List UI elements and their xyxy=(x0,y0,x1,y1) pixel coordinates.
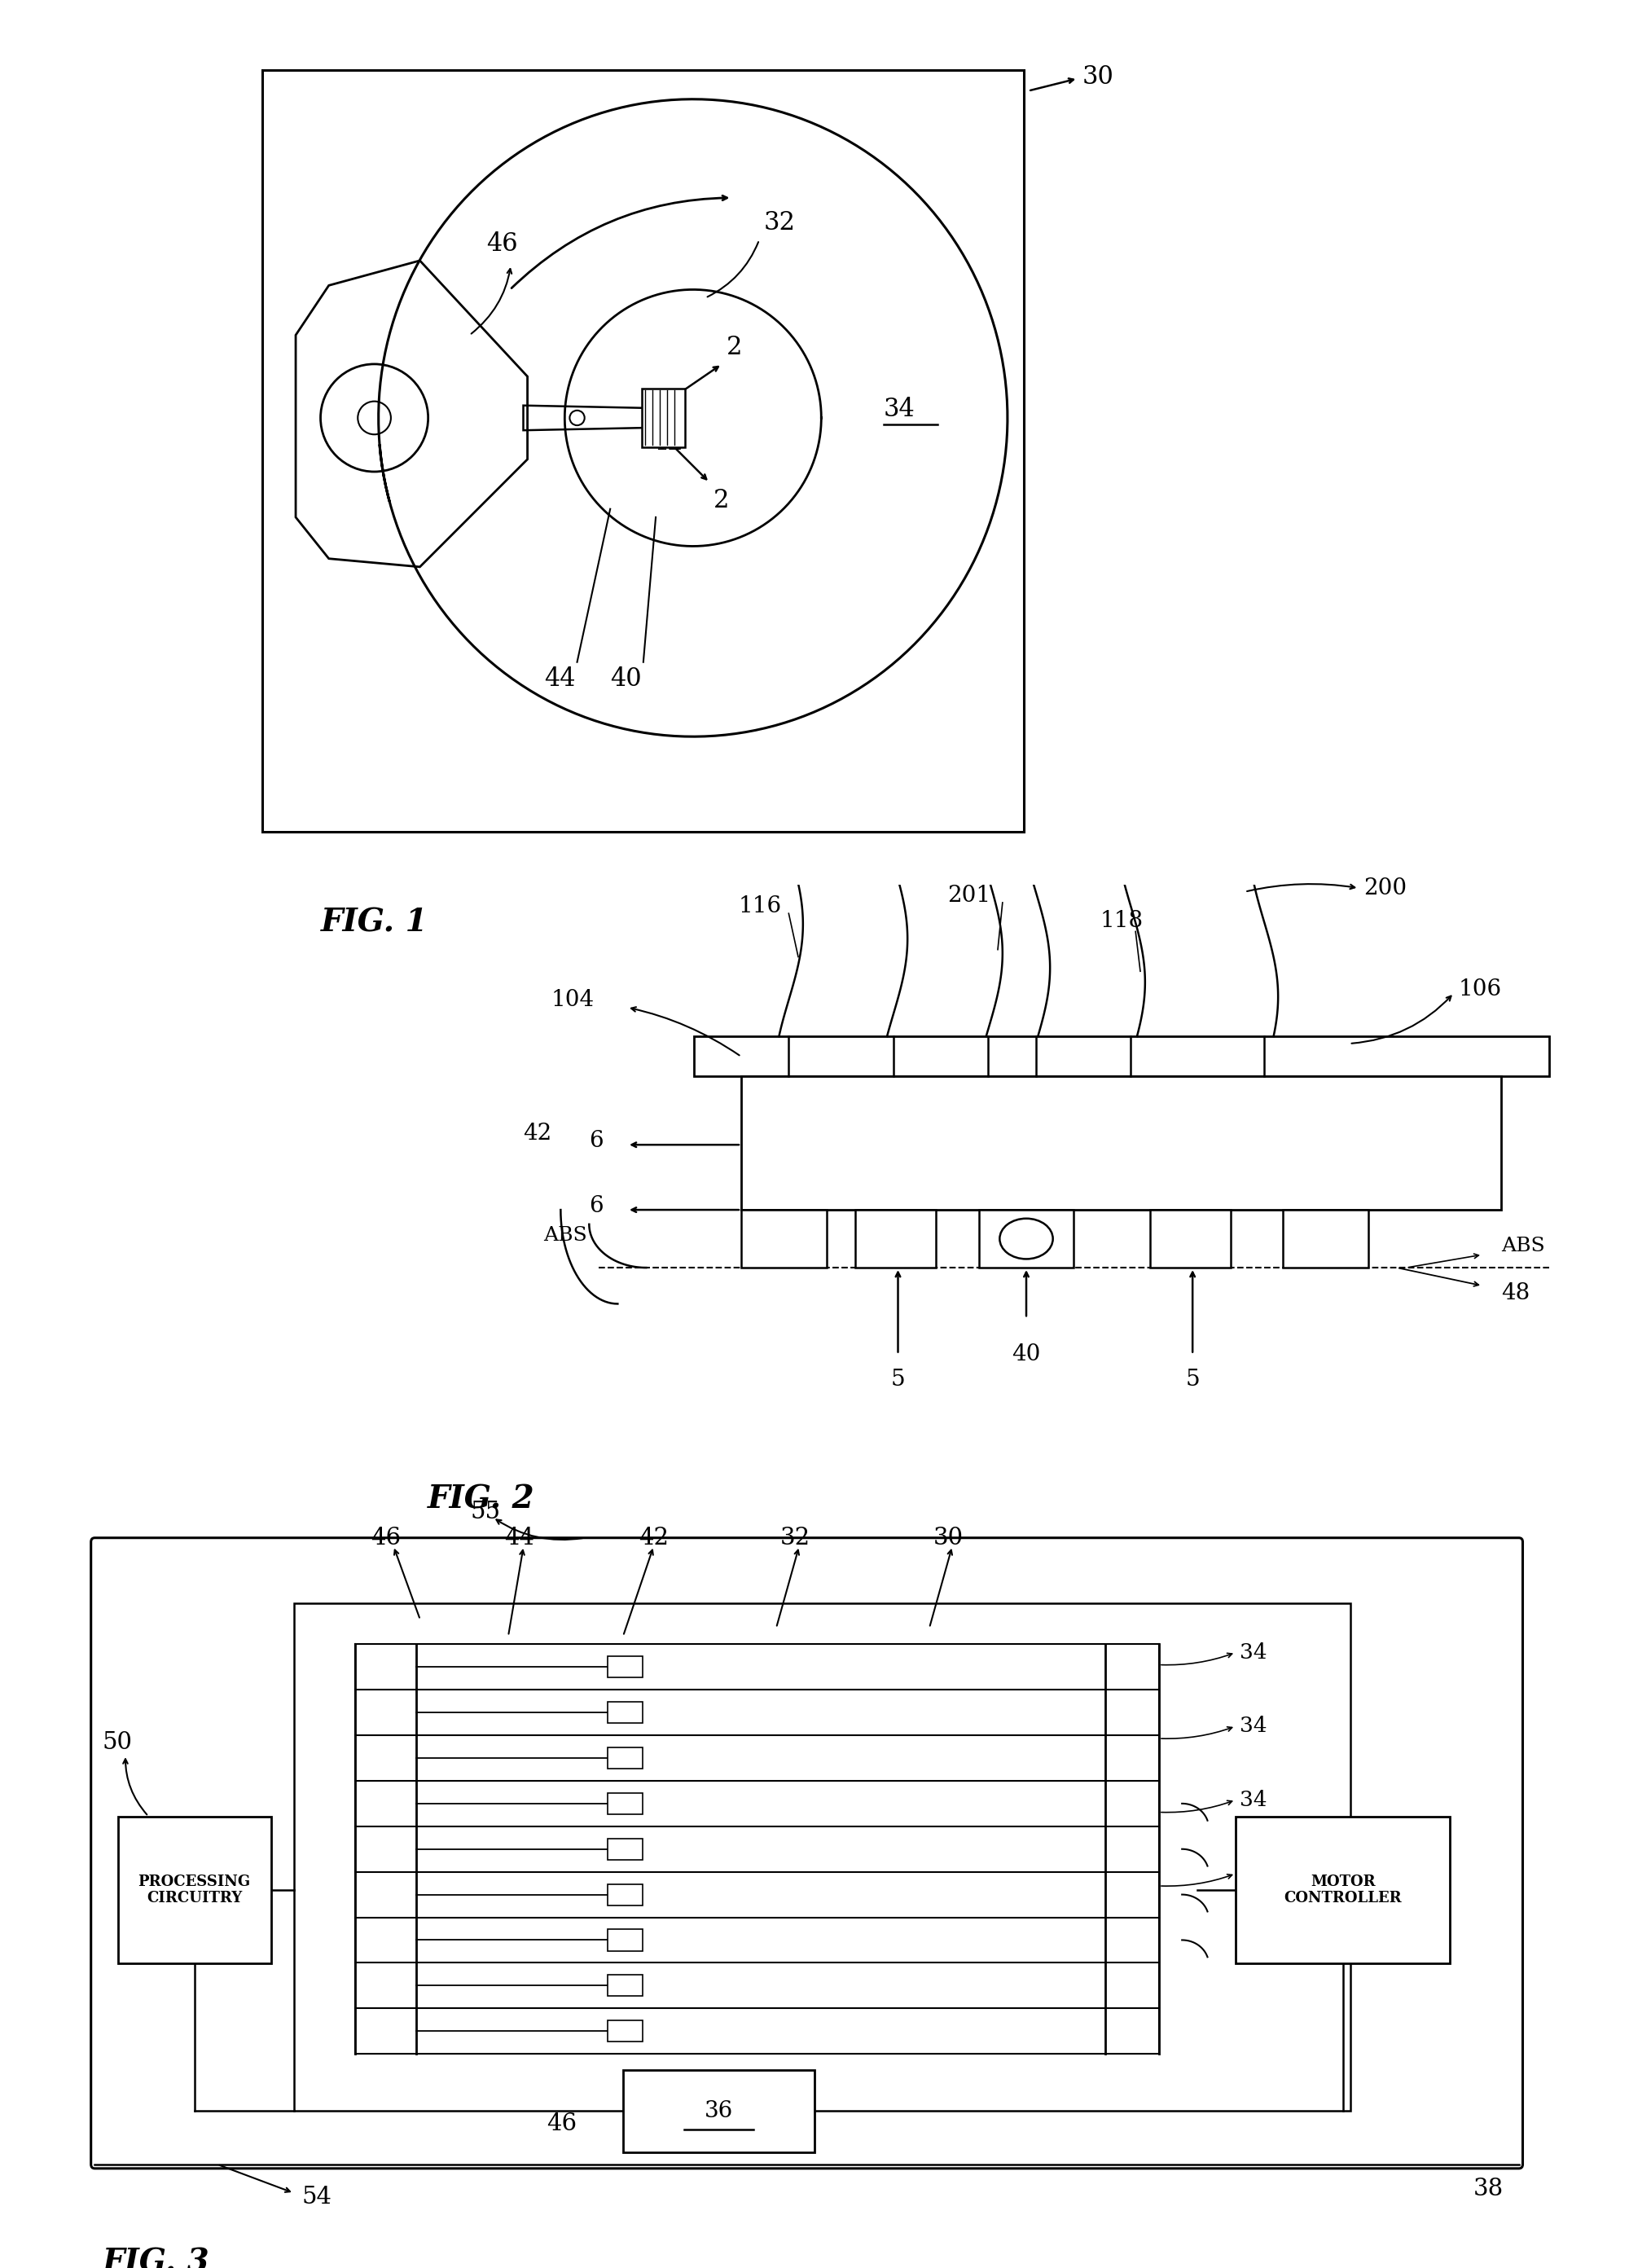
Text: 116: 116 xyxy=(738,896,782,916)
Bar xyxy=(1150,1209,1230,1268)
Text: 201: 201 xyxy=(948,885,990,907)
Text: 48: 48 xyxy=(1502,1281,1530,1304)
Text: 5: 5 xyxy=(1186,1368,1199,1390)
Text: MOTOR
CONTROLLER: MOTOR CONTROLLER xyxy=(1284,1873,1401,1905)
Bar xyxy=(608,1656,642,1678)
Text: 34: 34 xyxy=(883,397,915,422)
Text: 54: 54 xyxy=(301,2186,332,2209)
Text: 42: 42 xyxy=(639,1526,668,1549)
Bar xyxy=(608,1975,642,1996)
Bar xyxy=(642,388,684,447)
Text: 30: 30 xyxy=(933,1526,963,1549)
Text: ABS: ABS xyxy=(544,1225,588,1245)
Text: 32: 32 xyxy=(764,211,795,236)
Text: 38: 38 xyxy=(1473,2177,1504,2200)
Text: 200: 200 xyxy=(1363,878,1407,898)
Bar xyxy=(608,1839,642,1860)
Bar xyxy=(608,2021,642,2041)
FancyBboxPatch shape xyxy=(91,1538,1523,2168)
Bar xyxy=(608,1930,642,1950)
Bar xyxy=(741,1209,828,1268)
Text: 36: 36 xyxy=(704,2100,733,2123)
Text: 2: 2 xyxy=(714,488,730,513)
Text: 118: 118 xyxy=(1100,909,1144,932)
Text: 42: 42 xyxy=(523,1123,551,1145)
Text: 2: 2 xyxy=(727,336,741,361)
Bar xyxy=(608,1885,642,1905)
Bar xyxy=(608,1794,642,1814)
Text: 34: 34 xyxy=(1240,1864,1267,1885)
Text: 5: 5 xyxy=(891,1368,906,1390)
Text: 40: 40 xyxy=(611,667,642,692)
Bar xyxy=(1236,1817,1450,1964)
Text: 42: 42 xyxy=(652,431,683,456)
Bar xyxy=(293,1603,1350,2112)
Bar xyxy=(608,1746,642,1769)
Text: PROCESSING
CIRCUITRY: PROCESSING CIRCUITRY xyxy=(138,1873,251,1905)
Text: 46: 46 xyxy=(370,1526,401,1549)
Text: 46: 46 xyxy=(485,231,518,256)
Bar xyxy=(117,1817,270,1964)
Bar xyxy=(608,1701,642,1724)
Text: FIG. 2: FIG. 2 xyxy=(427,1483,534,1515)
Text: 30: 30 xyxy=(1082,64,1114,88)
Text: FIG. 1: FIG. 1 xyxy=(321,907,428,939)
Text: 6: 6 xyxy=(590,1129,603,1152)
Text: 50: 50 xyxy=(103,1730,132,1753)
Bar xyxy=(622,2071,814,2152)
Text: 44: 44 xyxy=(505,1526,534,1549)
Bar xyxy=(979,1209,1074,1268)
Text: FIG. 3: FIG. 3 xyxy=(103,2248,210,2268)
Text: ABS: ABS xyxy=(1502,1236,1546,1256)
Text: 104: 104 xyxy=(551,989,595,1012)
Text: 34: 34 xyxy=(1240,1789,1267,1810)
Bar xyxy=(741,1075,1502,1209)
Bar xyxy=(855,1209,937,1268)
Bar xyxy=(694,1036,1549,1075)
Text: 34: 34 xyxy=(1240,1717,1267,1737)
Text: 6: 6 xyxy=(590,1195,603,1218)
Bar xyxy=(1284,1209,1368,1268)
Text: 106: 106 xyxy=(1458,978,1502,1000)
Text: 55: 55 xyxy=(469,1499,500,1524)
Text: 46: 46 xyxy=(547,2112,577,2134)
Text: 40: 40 xyxy=(1012,1343,1041,1365)
Text: 44: 44 xyxy=(544,667,575,692)
Text: 34: 34 xyxy=(1240,1642,1267,1662)
Text: 32: 32 xyxy=(780,1526,810,1549)
